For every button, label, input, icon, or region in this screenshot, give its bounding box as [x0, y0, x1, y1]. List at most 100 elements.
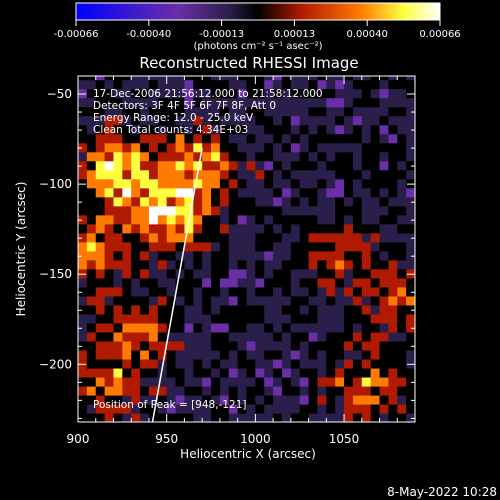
heatmap-cell — [175, 142, 186, 153]
heatmap-cell — [246, 277, 256, 288]
heatmap-cell — [344, 133, 354, 144]
heatmap-cell — [219, 403, 230, 414]
heatmap-cell — [370, 295, 381, 306]
heatmap-cell — [299, 331, 310, 342]
heatmap-cell — [157, 178, 168, 189]
heatmap-cell — [175, 340, 186, 351]
heatmap-cell — [95, 385, 106, 396]
heatmap-cell — [264, 250, 274, 261]
heatmap-cell — [237, 106, 248, 117]
heatmap-cell — [326, 115, 336, 126]
heatmap-cell — [308, 367, 319, 378]
heatmap-cell — [335, 232, 345, 243]
heatmap-cell — [78, 88, 88, 99]
heatmap-cell — [317, 394, 327, 405]
heatmap-cell — [406, 142, 415, 153]
heatmap-cell — [148, 277, 159, 288]
heatmap-cell — [131, 97, 141, 108]
heatmap-cell — [228, 196, 239, 207]
heatmap-cell — [175, 286, 186, 297]
heatmap-cell — [255, 88, 265, 99]
heatmap-cell — [211, 331, 221, 342]
heatmap-cell — [361, 160, 372, 171]
heatmap-cell — [361, 385, 372, 396]
heatmap-cell — [175, 178, 186, 189]
heatmap-cell — [299, 241, 310, 252]
heatmap-cell — [388, 403, 398, 414]
heatmap-cell — [104, 223, 115, 234]
heatmap-cell — [211, 358, 221, 369]
heatmap-cell — [166, 259, 177, 270]
heatmap-cell — [193, 385, 203, 396]
heatmap-cell — [388, 115, 398, 126]
heatmap-cell — [175, 358, 186, 369]
heatmap-cell — [148, 232, 159, 243]
heatmap-cell — [308, 97, 319, 108]
heatmap-cell — [281, 106, 292, 117]
heatmap-cell — [255, 331, 265, 342]
heatmap-cell — [148, 313, 159, 324]
heatmap-cell — [113, 376, 123, 387]
colorbar-tick-label: -0.00040 — [126, 29, 171, 40]
heatmap-cell — [211, 223, 221, 234]
heatmap-cell — [78, 349, 88, 360]
heatmap-cell — [352, 241, 363, 252]
heatmap-cell — [299, 277, 310, 288]
heatmap-cell — [335, 286, 345, 297]
heatmap-cell — [219, 367, 230, 378]
heatmap-cell — [326, 160, 336, 171]
heatmap-cell — [175, 97, 186, 108]
heatmap-cell — [281, 97, 292, 108]
heatmap-cell — [104, 79, 115, 90]
heatmap-cell — [122, 358, 132, 369]
heatmap-cell — [131, 205, 141, 216]
heatmap-cell — [78, 133, 88, 144]
heatmap-cell — [157, 160, 168, 171]
heatmap-cell — [113, 340, 123, 351]
heatmap-cell — [317, 160, 327, 171]
heatmap-cell — [131, 295, 141, 306]
heatmap-cell — [184, 79, 194, 90]
heatmap-cell — [166, 115, 177, 126]
heatmap-cell — [299, 79, 310, 90]
heatmap-cell — [202, 151, 212, 162]
heatmap-cell — [255, 142, 265, 153]
heatmap-cell — [370, 151, 381, 162]
peak-position-label: Position of Peak = [948,-121] — [93, 399, 247, 411]
heatmap-cell — [335, 394, 345, 405]
heatmap-cell — [326, 151, 336, 162]
heatmap-cell — [104, 340, 115, 351]
heatmap-cell — [131, 178, 141, 189]
heatmap-cell — [388, 394, 398, 405]
heatmap-cell — [264, 178, 274, 189]
heatmap-cell — [397, 160, 407, 171]
heatmap-cell — [202, 286, 212, 297]
heatmap-cell — [140, 124, 150, 135]
heatmap-cell — [184, 394, 194, 405]
heatmap-cell — [113, 286, 123, 297]
heatmap-cell — [406, 367, 415, 378]
heatmap-cell — [211, 304, 221, 315]
heatmap-cell — [131, 196, 141, 207]
heatmap-cell — [86, 295, 97, 306]
heatmap-cell — [246, 367, 256, 378]
heatmap-cell — [370, 133, 381, 144]
heatmap-cell — [184, 205, 194, 216]
heatmap-cell — [255, 394, 265, 405]
heatmap-cell — [388, 286, 398, 297]
heatmap-cell — [352, 178, 363, 189]
heatmap-cell — [140, 160, 150, 171]
heatmap-cell — [237, 205, 248, 216]
heatmap-cell — [273, 160, 283, 171]
heatmap-cell — [228, 304, 239, 315]
heatmap-cell — [211, 115, 221, 126]
heatmap-cell — [228, 76, 239, 81]
heatmap-cell — [237, 412, 248, 422]
heatmap-cell — [78, 241, 88, 252]
heatmap-cell — [290, 76, 301, 81]
heatmap-cell — [299, 259, 310, 270]
heatmap-cell — [281, 268, 292, 279]
heatmap-cell — [299, 88, 310, 99]
heatmap-cell — [308, 76, 319, 81]
heatmap-cell — [95, 376, 106, 387]
